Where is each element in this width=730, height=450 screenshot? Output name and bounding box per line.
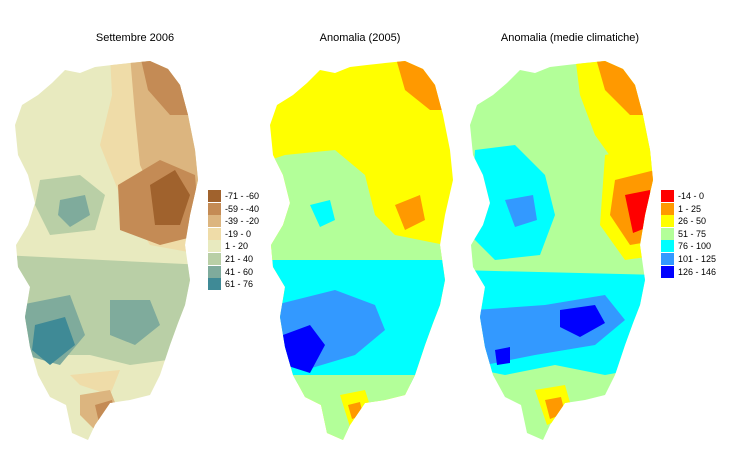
legend-label: -14 - 0 [678, 191, 705, 201]
legend-label: 21 - 40 [225, 253, 254, 264]
legend-item: 76 - 100 [661, 240, 716, 253]
legend-item: 1 - 20 [208, 240, 259, 253]
legend-label: 1 - 20 [225, 241, 249, 252]
legend-item: -14 - 0 [661, 190, 716, 202]
legend-item: 1 - 25 [661, 202, 716, 215]
legend-swatch [661, 265, 674, 278]
legend-swatch [208, 202, 221, 215]
legend-swatch [661, 252, 674, 265]
region-41-60-southeast [110, 300, 160, 345]
region-101-125-west [505, 195, 537, 227]
legend-swatch [661, 215, 674, 228]
legend-swatch [208, 278, 221, 291]
legend-anomalia-medie-climatiche: -14 - 0 1 - 25 26 - 50 51 - 75 76 - 100 … [661, 190, 716, 278]
legend-swatch [208, 240, 221, 253]
legend-item: 61 - 76 [208, 278, 259, 291]
legend-item: 51 - 75 [661, 227, 716, 240]
map-title-anomalia-medie-climatiche: Anomalia (medie climatiche) [500, 32, 640, 44]
legend-swatch [208, 252, 221, 265]
legend-item: -71 - -60 [208, 190, 259, 202]
legend-item: 126 - 146 [661, 265, 717, 278]
legend-label: 1 - 25 [678, 203, 702, 214]
region-neg71-neg60 [150, 170, 190, 225]
legend-swatch [661, 190, 674, 202]
region-61-76 [32, 317, 75, 365]
region-126-146-southwest [495, 347, 510, 365]
map-title-anomalia-2005: Anomalia (2005) [319, 32, 401, 44]
legend-label: 61 - 76 [225, 279, 254, 290]
legend-label: -59 - -40 [225, 203, 260, 214]
legend-label: 76 - 100 [678, 241, 712, 252]
legend-label: -19 - 0 [225, 228, 252, 239]
region-41-60-west [58, 195, 90, 227]
region-neg19-0-south [70, 370, 120, 395]
legend-item: 41 - 60 [208, 265, 259, 278]
legend-swatch [661, 202, 674, 215]
legend-item: 21 - 40 [208, 252, 259, 265]
legend-label: 26 - 50 [678, 216, 707, 227]
region-126-146-south [560, 305, 605, 337]
legend-label: -71 - -60 [225, 191, 260, 201]
region-126-146 [283, 325, 325, 373]
legend-label: 101 - 125 [678, 253, 717, 264]
map-title-settembre-2006: Settembre 2006 [95, 32, 175, 44]
legend-label: 51 - 75 [678, 228, 707, 239]
map-settembre-2006 [15, 61, 198, 440]
legend-item: -19 - 0 [208, 227, 259, 240]
legend-swatch [208, 265, 221, 278]
legend-item: -39 - -20 [208, 215, 260, 228]
legend-swatch [208, 215, 221, 228]
legend-item: 101 - 125 [661, 252, 717, 265]
legend-item: -59 - -40 [208, 202, 260, 215]
legend-swatch [661, 227, 674, 240]
legend-settembre-2006: -71 - -60 -59 - -40 -39 - -20 -19 - 0 1 … [208, 190, 259, 291]
legend-label: -39 - -20 [225, 216, 260, 227]
legend-item: 26 - 50 [661, 215, 716, 228]
legend-label: 126 - 146 [678, 266, 717, 277]
map-anomalia-medie-climatiche [470, 61, 653, 440]
legend-label: 41 - 60 [225, 266, 254, 277]
legend-swatch [661, 240, 674, 253]
region-1-25-east [395, 195, 425, 230]
region-76-100-west [310, 200, 335, 227]
map-anomalia-2005 [270, 61, 453, 440]
legend-swatch [208, 190, 221, 202]
legend-swatch [208, 227, 221, 240]
